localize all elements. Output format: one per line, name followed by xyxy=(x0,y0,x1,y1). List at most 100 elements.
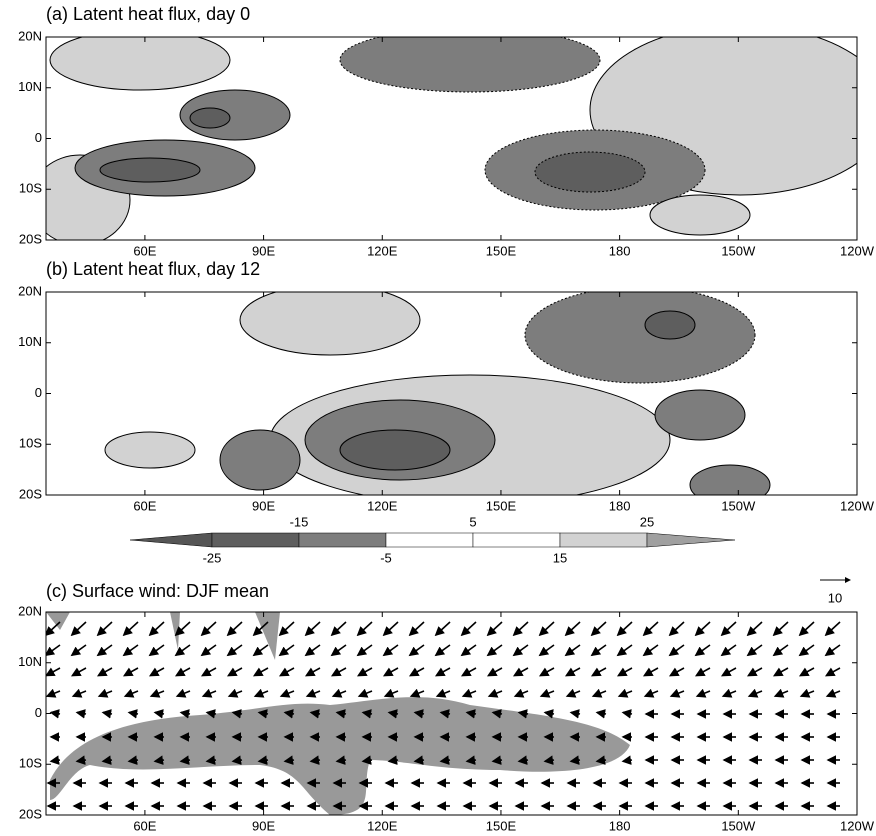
wind-vector xyxy=(826,622,840,635)
y-tick-label: 10N xyxy=(18,79,42,94)
wind-vector xyxy=(358,645,372,655)
colorbar-label: 15 xyxy=(553,550,567,565)
y-tick-label: 0 xyxy=(35,705,42,720)
wind-vector xyxy=(462,668,476,676)
x-tick-label: 150E xyxy=(486,243,517,258)
wind-vector xyxy=(181,712,190,714)
wind-vector xyxy=(306,622,320,635)
wind-vector xyxy=(411,691,424,696)
wind-vector xyxy=(124,668,138,676)
x-tick-label: 120W xyxy=(840,818,875,833)
wind-vector xyxy=(774,645,788,655)
wind-vector xyxy=(801,691,814,696)
wind-vector xyxy=(150,668,164,676)
wind-vector xyxy=(800,622,814,635)
wind-vector xyxy=(385,691,398,696)
colorbar-label: 5 xyxy=(469,514,476,529)
y-tick-label: 20S xyxy=(19,486,42,501)
x-tick-label: 180 xyxy=(609,243,631,258)
wind-vector xyxy=(73,691,86,696)
wind-vector xyxy=(722,622,736,635)
wind-vector xyxy=(203,691,216,696)
x-tick-label: 60E xyxy=(133,243,156,258)
colorbar-end xyxy=(130,533,212,547)
wind-vector xyxy=(593,691,606,696)
wind-vector xyxy=(332,668,346,676)
wind-vector xyxy=(488,668,502,676)
wind-vector xyxy=(202,622,216,635)
figure: (a) Latent heat flux, day 0 (b) Latent h… xyxy=(0,0,876,836)
x-tick-label: 90E xyxy=(252,818,275,833)
wind-vector xyxy=(151,691,164,696)
wind-vector xyxy=(644,622,658,635)
wind-vector xyxy=(826,668,840,676)
wind-vector xyxy=(723,691,736,696)
wind-vector xyxy=(72,645,86,655)
shading-b xyxy=(105,285,770,505)
wind-vector xyxy=(545,712,554,714)
wind-vector xyxy=(571,712,580,714)
wind-vector xyxy=(597,712,606,714)
wind-vector xyxy=(462,622,476,635)
wind-vector xyxy=(800,668,814,676)
reference-label: 10 xyxy=(828,590,842,605)
wind-vector xyxy=(566,668,580,676)
wind-vector xyxy=(207,712,216,714)
wind-vector xyxy=(77,712,86,714)
x-tick-label: 150W xyxy=(721,498,756,513)
wind-vector xyxy=(514,668,528,676)
wind-vector xyxy=(306,668,320,676)
wind-vector xyxy=(827,691,840,696)
wind-vector xyxy=(51,760,60,761)
wind-vector xyxy=(177,691,190,696)
wind-vector xyxy=(410,645,424,655)
wind-vector xyxy=(515,691,528,696)
x-tick-label: 90E xyxy=(252,498,275,513)
shading-a xyxy=(30,25,876,245)
wind-vector xyxy=(748,645,762,655)
wind-vector xyxy=(540,622,554,635)
wind-vector xyxy=(46,668,60,676)
wind-vector xyxy=(228,622,242,635)
colorbar-label: -5 xyxy=(380,550,392,565)
wind-vector xyxy=(697,691,710,696)
colorbar-box xyxy=(212,533,299,547)
wind-vector xyxy=(592,645,606,655)
wind-vector xyxy=(332,622,346,635)
wind-vector xyxy=(280,645,294,655)
panel-title: (a) Latent heat flux, day 0 xyxy=(46,4,250,24)
wind-vector xyxy=(254,645,268,655)
wind-vector xyxy=(670,622,684,635)
colorbar-box xyxy=(560,533,647,547)
wind-vector xyxy=(619,691,632,696)
wind-vector xyxy=(410,622,424,635)
wind-vector xyxy=(280,668,294,676)
wind-vector xyxy=(281,691,294,696)
wind-vector xyxy=(623,712,632,714)
wind-vector xyxy=(722,645,736,655)
wind-vector xyxy=(358,622,372,635)
y-tick-label: 20S xyxy=(19,806,42,821)
panel-title: (b) Latent heat flux, day 12 xyxy=(46,259,260,279)
wind-vector xyxy=(103,712,112,714)
wind-vector xyxy=(125,691,138,696)
wind-vector xyxy=(748,622,762,635)
wind-vector xyxy=(671,691,684,696)
wind-vector xyxy=(384,622,398,635)
wind-vector xyxy=(463,691,476,696)
x-tick-label: 120W xyxy=(840,243,875,258)
y-tick-label: 10S xyxy=(19,436,42,451)
wind-vector xyxy=(644,668,658,676)
wind-vector xyxy=(436,622,450,635)
wind-vector xyxy=(670,645,684,655)
wind-vector xyxy=(540,668,554,676)
wind-vector xyxy=(826,645,840,655)
wind-vector xyxy=(72,622,86,635)
wind-vector xyxy=(774,622,788,635)
x-tick-label: 150W xyxy=(721,818,756,833)
y-tick-label: 20N xyxy=(18,603,42,618)
wind-vector xyxy=(202,645,216,655)
wind-vector xyxy=(228,668,242,676)
wind-vector xyxy=(618,668,632,676)
wind-vector xyxy=(436,645,450,655)
